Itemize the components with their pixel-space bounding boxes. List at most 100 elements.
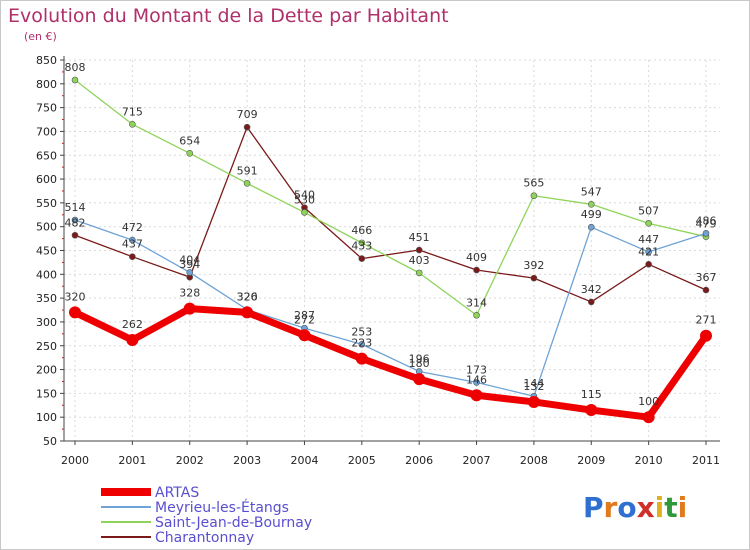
data-label: 808 [65,61,86,74]
x-tick-label-2008: 2008 [520,454,548,467]
data-point [473,379,480,386]
data-label: 447 [638,233,659,246]
data-label: 272 [294,313,315,326]
legend-label: Charantonnay [155,530,254,546]
data-point [183,302,196,315]
series-line-2 [74,219,707,397]
data-label: 715 [122,105,143,118]
data-point [71,231,79,239]
data-point [415,269,423,277]
data-point [645,261,652,268]
y-tick-label-700: 700 [36,125,57,138]
data-point [415,246,423,254]
grid-lines [64,59,720,442]
data-point [530,192,538,200]
data-point [473,266,480,274]
data-label: 146 [466,373,487,386]
data-point [587,298,595,306]
data-point [129,120,136,128]
y-tick-label-850: 850 [36,54,57,67]
data-point [358,239,366,247]
data-label: 507 [638,204,659,217]
data-point [301,209,308,216]
data-label: 486 [696,214,717,227]
data-point [71,216,79,224]
y-tick-label-450: 450 [36,245,57,258]
legend: ARTASMeyrieu-les-ÉtangsSaint-Jean-de-Bou… [101,485,312,546]
data-label: 173 [466,363,487,376]
y-tick-label-800: 800 [36,78,57,91]
data-point [702,286,710,294]
x-tick-label-2000: 2000 [61,454,89,467]
data-label: 196 [409,352,430,365]
data-label: 144 [523,377,544,390]
chart-subtitle: (en €) [24,30,57,43]
data-point [645,248,652,256]
data-point [645,220,652,227]
data-point [530,274,538,282]
data-point [585,404,598,417]
data-point [642,411,655,424]
x-tick-label-2002: 2002 [176,454,204,467]
data-label: 466 [351,224,372,237]
data-point [527,395,540,408]
data-label: 409 [466,251,487,264]
y-tick-label-100: 100 [36,411,57,424]
x-tick-label-2003: 2003 [233,454,261,467]
data-label: 287 [294,309,315,322]
data-label: 482 [65,216,86,229]
brand-letter: x [637,491,655,524]
series-line-3 [71,305,710,421]
legend-label: ARTAS [155,485,199,501]
data-label: 421 [638,245,659,258]
x-tick-label-2011: 2011 [692,454,720,467]
data-label: 223 [351,337,372,350]
y-axis-ticks: 50 100 150 200 250 300 350 400 450 500 550 600 650 70… [36,54,64,448]
x-tick-label-2010: 2010 [635,454,663,467]
data-label: 367 [696,271,717,284]
data-label: 100 [638,395,659,408]
series-line-0 [74,126,707,303]
y-tick-label-500: 500 [36,221,57,234]
data-label: 115 [581,388,602,401]
x-tick-label-2005: 2005 [348,454,376,467]
data-point [358,341,366,348]
y-tick-label-600: 600 [36,173,57,186]
data-point [69,306,81,319]
data-point [473,311,480,319]
data-point [470,389,483,402]
brand-letter: t [664,491,677,524]
data-label: 654 [179,134,200,147]
y-tick-label-650: 650 [36,149,57,162]
brand-letter: r [604,491,618,524]
data-label: 591 [237,164,258,177]
chart-title: Evolution du Montant de la Dette par Hab… [8,5,449,27]
data-label: 451 [409,231,430,244]
data-point [702,230,710,237]
brand-logo: Proxiti [583,491,687,524]
legend-label: Saint-Jean-de-Bournay [155,515,312,531]
legend-label: Meyrieu-les-Étangs [155,499,289,516]
data-point [243,123,251,131]
axes [63,56,720,442]
y-tick-label-250: 250 [36,340,57,353]
data-label: 326 [237,291,258,304]
data-point [298,329,311,342]
data-point [587,223,595,231]
brand-letter: i [678,491,688,524]
series-line-1 [74,79,707,316]
data-label: 547 [581,185,602,198]
data-label: 499 [581,208,602,221]
data-point [587,201,595,208]
data-point [129,253,136,260]
y-tick-label-400: 400 [36,268,57,281]
x-axis-ticks: 2000 2001 2002 2003 2004 2005 2006 2007 2008 2009… [61,441,720,467]
data-label: 565 [523,177,544,190]
data-label: 404 [179,253,200,266]
data-point [243,180,251,187]
y-tick-label-550: 550 [36,197,57,210]
data-label: 328 [179,287,200,300]
brand-letter: o [617,491,636,524]
